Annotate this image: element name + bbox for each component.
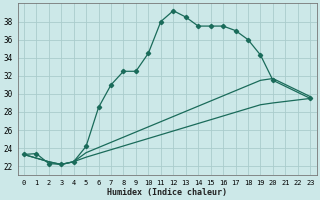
X-axis label: Humidex (Indice chaleur): Humidex (Indice chaleur) [107,188,227,197]
